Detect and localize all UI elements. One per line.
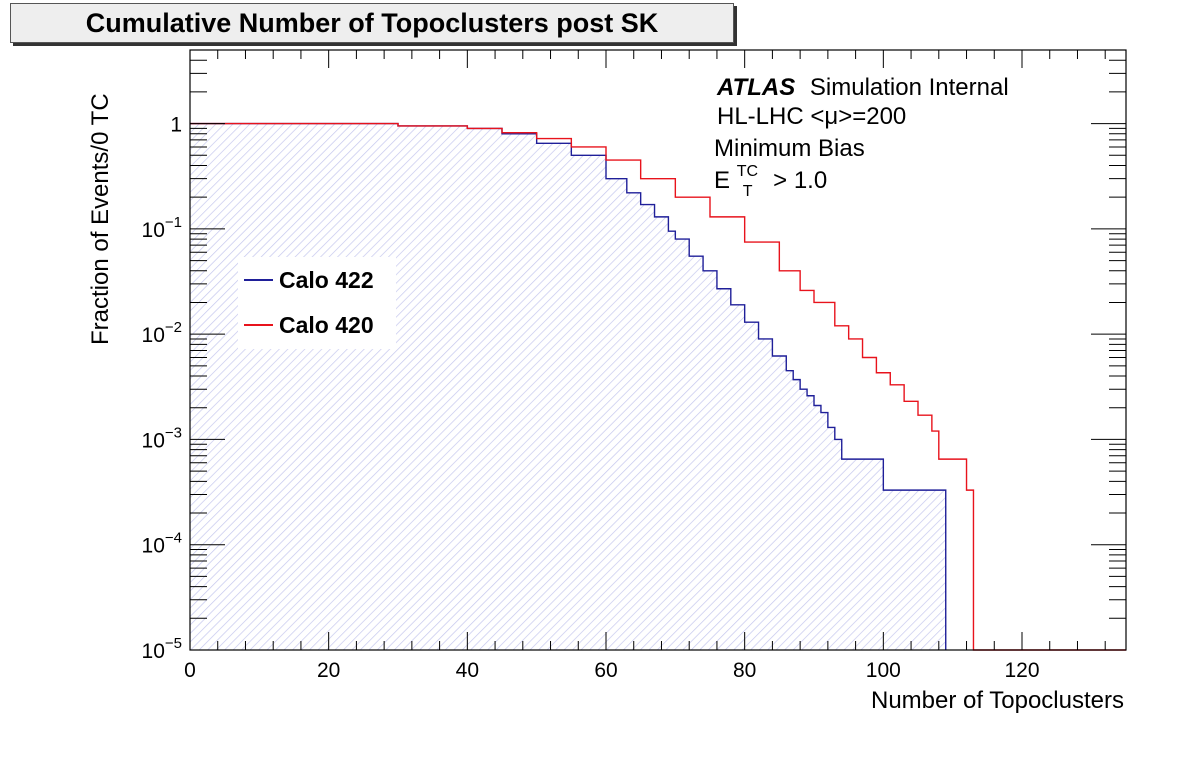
cut-label: E TC T > 1.0 <box>714 155 827 202</box>
y-tick-label: 10−5 <box>142 635 182 663</box>
x-tick-label: 0 <box>184 659 196 682</box>
y-tick-labels: 1 10−1 10−2 10−3 10−4 10−5 <box>142 114 182 663</box>
series-lines <box>190 122 1126 651</box>
x-axis-title: Number of Topoclusters <box>871 687 1124 714</box>
conditions-label: HL-LHC <μ>=200 <box>717 103 906 130</box>
series-fill-0 <box>190 123 946 650</box>
status-label: Simulation Internal <box>810 74 1009 101</box>
x-tick-labels: 0 20 40 60 80 100 120 <box>184 659 1039 682</box>
svg-text:ATLAS Simulation Interna: ATLAS Simulation Internal <box>716 74 1009 101</box>
sample-label: Minimum Bias <box>714 135 865 162</box>
legend-label-calo-422: Calo 422 <box>279 267 374 293</box>
y-axis-title: Fraction of Events/0 TC <box>87 93 114 345</box>
cut-superscript: TC <box>737 163 758 180</box>
cut-subscript: T <box>743 183 753 200</box>
y-tick-label: 10−2 <box>142 319 182 347</box>
chart-title: Cumulative Number of Topoclusters post S… <box>85 7 659 38</box>
axis-ticks <box>189 49 1126 651</box>
annotation-block: ATLAS Simulation Internal HL-LHC <μ>=200… <box>714 74 1009 202</box>
chart-title-box: Cumulative Number of Topoclusters post S… <box>10 3 734 43</box>
x-tick-label: 20 <box>317 659 340 682</box>
cut-value: > 1.0 <box>773 167 827 194</box>
y-tick-label: 10−4 <box>142 530 182 558</box>
atlas-label: ATLAS <box>716 74 795 101</box>
series-fills <box>190 123 946 650</box>
y-tick-label: 10−3 <box>142 424 182 452</box>
series-line-0 <box>190 122 947 650</box>
x-tick-label: 120 <box>1004 659 1039 682</box>
x-tick-label: 100 <box>866 659 901 682</box>
legend-label-calo-420: Calo 420 <box>279 312 374 338</box>
x-tick-label: 60 <box>594 659 617 682</box>
y-tick-label: 1 <box>170 114 182 137</box>
x-tick-label: 80 <box>733 659 756 682</box>
series-line-1 <box>190 122 1126 651</box>
x-tick-label: 40 <box>456 659 479 682</box>
y-tick-label: 10−1 <box>142 214 182 242</box>
cut-symbol: E <box>714 167 730 194</box>
legend: Calo 422 Calo 420 <box>238 257 396 349</box>
